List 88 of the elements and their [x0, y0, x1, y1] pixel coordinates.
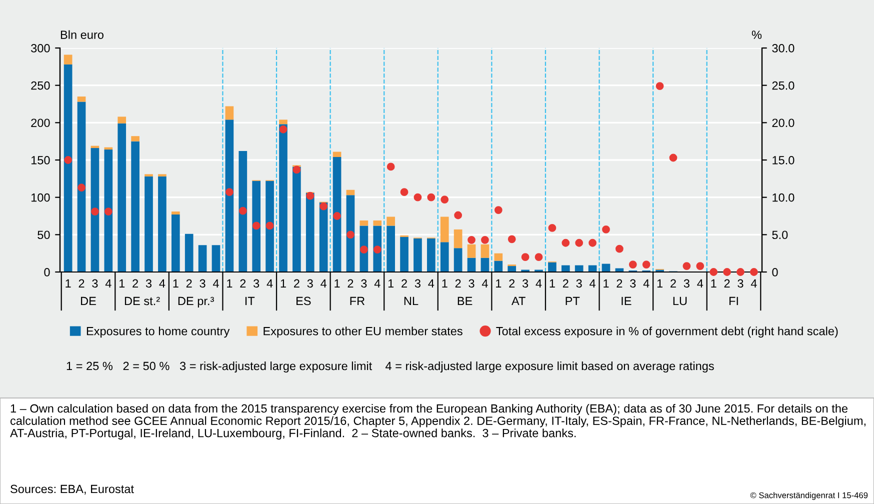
text: © Sachverständigenrat I 15-469	[750, 492, 868, 500]
text: NL	[404, 296, 418, 306]
x-tick-label: 2	[78, 279, 84, 288]
x-tick-label: 3	[254, 279, 260, 288]
y2-tick-label: 10.0	[772, 193, 794, 202]
x-tick-label: 4	[266, 279, 273, 288]
x-tick-label: 4	[212, 279, 219, 288]
y-tick-label: 200	[31, 118, 50, 128]
x-tick-label: 3	[361, 279, 367, 288]
x-tick-label: 3	[146, 279, 152, 288]
y2-tick-label: 25.0	[772, 81, 794, 90]
x-tick-label: 4	[643, 279, 650, 288]
y2-tick-label: 15.0	[772, 156, 794, 164]
x-tick-label: 4	[536, 279, 542, 288]
y2-tick-label: 5.0	[772, 230, 788, 240]
y2-tick-label: 20.0	[772, 118, 794, 128]
y-tick-label: 150	[31, 156, 50, 164]
x-tick-label: 1	[711, 279, 716, 288]
x-tick-label: 1	[227, 279, 232, 288]
text: 1 – Own calculation based on data from the 2015 transparency exercise from the European Banking Authority (EBA); data as of 30 June 2015. For details on the calculation method see GCEE Annual Economic Report 2015/16, Chapter 5, Appendix 2. DE-Germany, IT-Italy, ES-Spain, FR-France, NL-Netherlands, BE-Belgium, AT-Austria, PT-Portugal, IE-Ireland, LU-Luxembourg, FI-Finland. 2 – State-owned banks. 3 – Private banks.	[10, 404, 866, 440]
x-tick-label: 4	[428, 279, 434, 288]
x-tick-label: 2	[455, 279, 461, 288]
x-tick-label: 2	[402, 279, 407, 288]
text: AT	[512, 296, 526, 306]
x-tick-label: 3	[576, 279, 582, 288]
x-tick-label: 2	[294, 279, 300, 288]
x-tick-label: 4	[482, 279, 488, 288]
y2-tick-label: 30.0	[772, 44, 794, 52]
x-tick-label: 2	[670, 279, 676, 288]
legend-label: Total excess exposure in % of government debt (right hand scale)	[496, 326, 838, 338]
x-tick-label: 1	[657, 279, 662, 288]
x-tick-label: 2	[616, 279, 622, 288]
x-tick-label: 1	[442, 279, 448, 288]
x-tick-label: 2	[348, 279, 354, 288]
x-tick-label: 2	[724, 279, 730, 288]
x-tick-label: 4	[697, 279, 704, 288]
x-tick-label: 3	[738, 279, 744, 288]
x-tick-label: 1	[604, 279, 609, 288]
text: 1 = 25 % 2 = 50 % 3 = risk-adjusted large exposure limit 4 = risk-adjusted large exposure limit based on average ratings	[66, 361, 714, 373]
text: ES	[296, 296, 311, 306]
x-tick-label: 3	[307, 279, 313, 288]
x-tick-label: 2	[132, 279, 138, 288]
x-tick-label: 3	[200, 279, 206, 288]
x-tick-label: 3	[92, 279, 98, 288]
x-tick-label: 4	[590, 279, 596, 288]
y-tick-label: 300	[31, 44, 50, 52]
y-tick-label: 0	[44, 268, 50, 276]
x-tick-label: 1	[280, 279, 286, 288]
x-tick-label: 2	[186, 279, 192, 288]
x-tick-label: 3	[468, 279, 474, 288]
x-tick-label: 3	[414, 279, 420, 288]
legend-label: Exposures to home country	[86, 326, 230, 338]
y-tick-label: 250	[31, 81, 50, 90]
text: IT	[245, 296, 255, 306]
source-note: Sources: EBA, Eurostat	[10, 484, 134, 495]
x-tick-label: 1	[119, 279, 125, 288]
x-tick-label: 4	[320, 279, 327, 288]
text: FR	[350, 296, 365, 306]
x-tick-label: 1	[496, 279, 502, 288]
text: PT	[566, 296, 580, 306]
x-tick-label: 3	[630, 279, 636, 288]
x-tick-label: 1	[66, 279, 71, 288]
y2-axis-title: %	[752, 30, 762, 39]
text: DE st.²	[124, 296, 160, 306]
x-tick-label: 3	[522, 279, 528, 288]
y-axis-title: Bln euro	[60, 30, 104, 39]
text: DE	[81, 296, 96, 306]
y2-tick-label: 0	[772, 268, 778, 276]
x-tick-label: 2	[562, 279, 568, 288]
x-tick-label: 2	[240, 279, 246, 288]
x-tick-label: 4	[159, 279, 166, 288]
text: DE pr.³	[178, 296, 214, 308]
text: LU	[673, 296, 687, 306]
y-tick-label: 100	[31, 193, 50, 202]
x-tick-label: 1	[550, 279, 555, 288]
x-tick-label: 3	[684, 279, 690, 288]
x-tick-label: 4	[374, 279, 380, 288]
text: BE	[458, 296, 472, 306]
text: IE	[622, 296, 632, 306]
text: FI	[729, 296, 738, 306]
x-tick-label: 4	[105, 279, 112, 288]
x-tick-label: 1	[173, 279, 178, 288]
x-tick-label: 1	[334, 279, 340, 288]
x-tick-label: 4	[750, 279, 757, 288]
x-tick-label: 1	[388, 279, 394, 288]
x-tick-label: 2	[509, 279, 515, 288]
legend-label: Exposures to other EU member states	[264, 326, 462, 338]
y-tick-label: 50	[38, 230, 50, 240]
